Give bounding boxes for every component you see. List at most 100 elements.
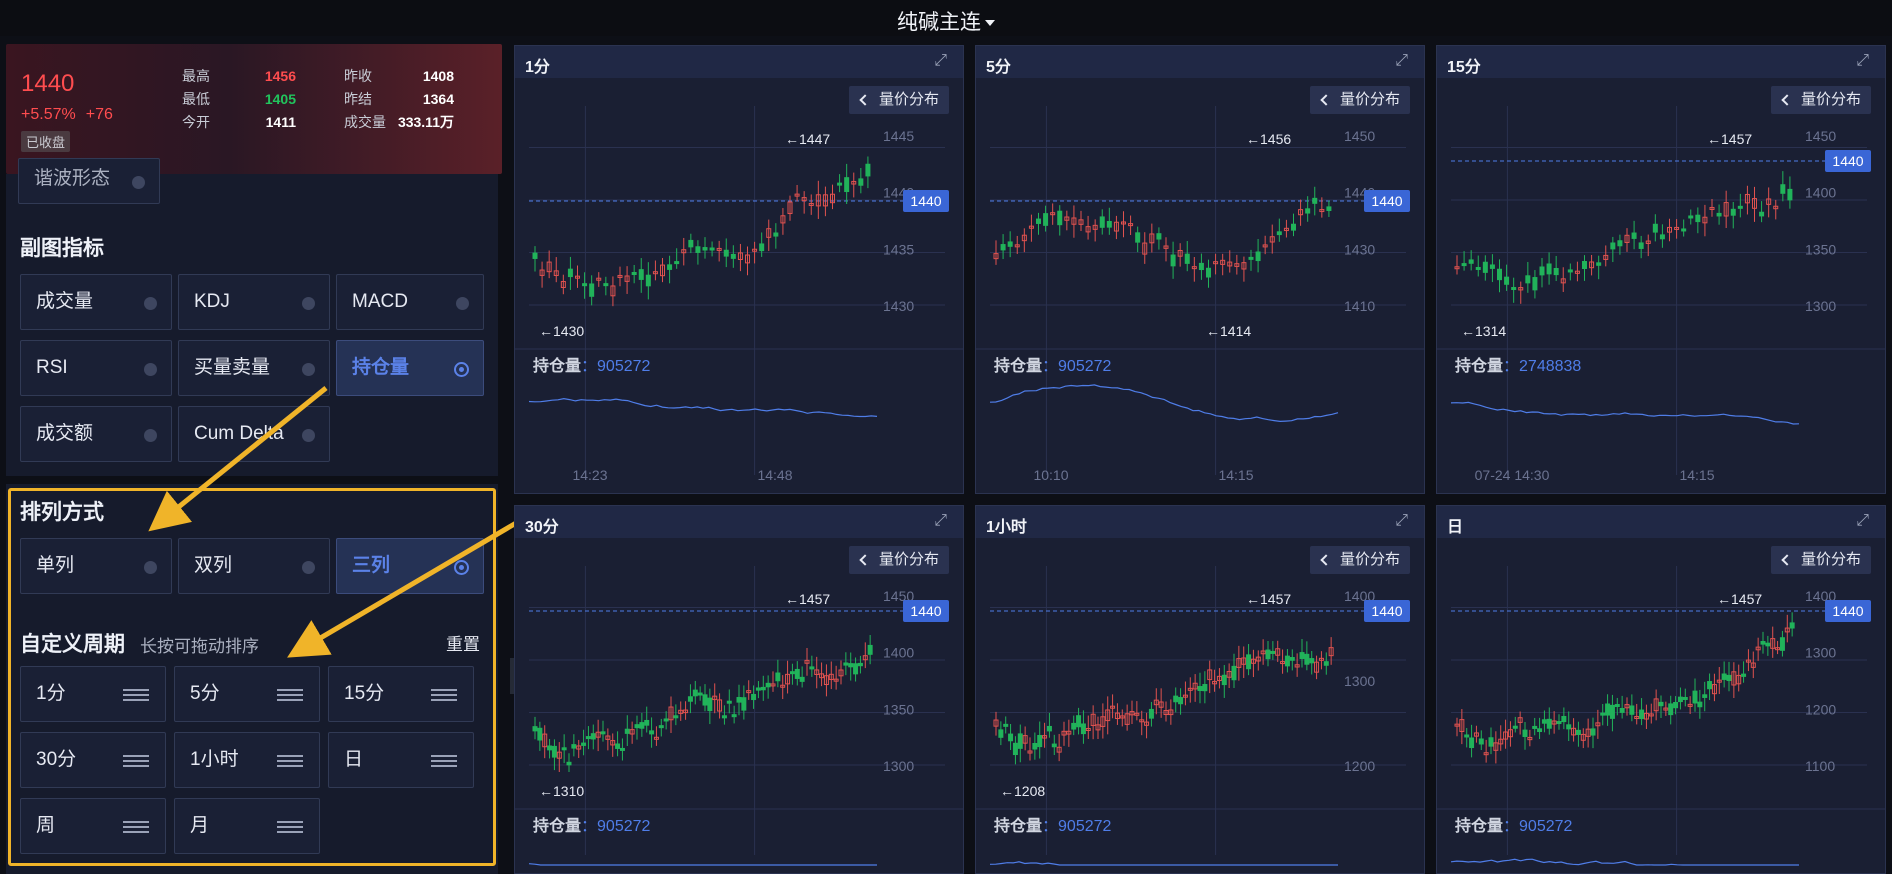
candle-body	[1202, 684, 1208, 692]
candle-body	[1099, 216, 1105, 228]
indicator-partial-item[interactable]: 谐波形态	[18, 158, 160, 204]
kline-chart-card[interactable]: 5分 ⤢ 量价分布 1450 1440 1430 1410 1440 ←1456 ←1414 10:…	[975, 45, 1425, 494]
candle-body	[808, 202, 814, 206]
period-item[interactable]: 周	[20, 798, 166, 854]
volume-profile-button[interactable]: 量价分布	[1770, 86, 1871, 114]
indicator-open-interest[interactable]: 持仓量	[336, 340, 484, 396]
candle-body	[1262, 244, 1268, 248]
volume-profile-button[interactable]: 量价分布	[1309, 86, 1410, 114]
drag-handle-icon[interactable]	[431, 689, 457, 701]
candle-body	[1503, 731, 1509, 740]
reset-button[interactable]: 重置	[446, 635, 480, 654]
candle-body	[575, 275, 580, 279]
indicator-turnover[interactable]: 成交额	[20, 406, 172, 462]
candle-body	[731, 714, 737, 718]
drag-handle-icon[interactable]	[277, 821, 303, 833]
candle-body	[862, 655, 868, 661]
indicator-buy-sell-volume[interactable]: 买量卖量	[178, 340, 330, 396]
drag-handle-icon[interactable]	[277, 689, 303, 701]
kline-chart-card[interactable]: 15分 ⤢ 量价分布 1450 1400 1350 1300 1440 ←1457 ←1314 07…	[1436, 45, 1886, 494]
volume-profile-button[interactable]: 量价分布	[1309, 546, 1410, 574]
candle-body	[1716, 212, 1722, 217]
expand-icon[interactable]: ⤢	[934, 52, 947, 69]
candle-body	[1080, 723, 1086, 735]
candle-body	[1207, 669, 1213, 681]
expand-icon[interactable]: ⤢	[1856, 52, 1869, 69]
candle-body	[1036, 218, 1041, 224]
radio-dot	[144, 363, 157, 376]
layout-double[interactable]: 双列	[178, 538, 330, 594]
period-item[interactable]: 5分	[174, 666, 320, 722]
drag-handle-icon[interactable]	[123, 689, 149, 701]
candle-body	[645, 274, 651, 287]
indicator-macd[interactable]: MACD	[336, 274, 484, 330]
expand-icon[interactable]: ⤢	[1395, 512, 1408, 529]
candle-body	[546, 261, 552, 273]
candle-body	[1032, 743, 1038, 750]
kline-chart-card[interactable]: 30分 ⤢ 量价分布 1450 1400 1350 1300 1440 ←1457 ←1310 持仓…	[514, 505, 964, 874]
layout-single[interactable]: 单列	[20, 538, 172, 594]
candle-body	[1280, 661, 1286, 665]
candle-body	[1736, 674, 1742, 685]
candle-body	[1153, 699, 1159, 706]
volume-profile-button[interactable]: 量价分布	[848, 546, 949, 574]
period-item[interactable]: 15分	[328, 666, 474, 722]
candle-body	[556, 751, 562, 759]
y-tick-label: 1300	[1805, 298, 1836, 314]
drag-handle-icon[interactable]	[123, 821, 149, 833]
candle-body	[652, 271, 658, 275]
candle-body	[1692, 690, 1698, 704]
symbol-selector[interactable]: 纯碱主连	[0, 6, 1892, 36]
candle-body	[814, 669, 820, 675]
period-item[interactable]: 30分	[20, 732, 166, 788]
candle-body	[1071, 722, 1077, 730]
candle-body	[1759, 211, 1765, 217]
expand-icon[interactable]: ⤢	[1856, 512, 1869, 529]
chart-header: 日 ⤢	[1437, 506, 1885, 538]
candle-body	[1454, 266, 1460, 270]
high-label: ←1447	[785, 131, 830, 147]
candle-body	[1283, 227, 1289, 232]
kline-chart-card[interactable]: 1小时⤢量价分布1400130012001440←1457←1208持仓量905…	[975, 505, 1425, 874]
price-tag-label: 1440	[1371, 193, 1402, 209]
candle-body	[1156, 233, 1162, 240]
chart-header: 30分 ⤢	[515, 506, 963, 538]
expand-icon[interactable]: ⤢	[1395, 52, 1408, 69]
drag-handle-icon[interactable]	[277, 755, 303, 767]
candle-body	[1105, 709, 1111, 722]
period-item[interactable]: 1分	[20, 666, 166, 722]
open-interest-line	[1450, 401, 1800, 425]
indicator-rsi[interactable]: RSI	[20, 340, 172, 396]
candle-body	[993, 253, 999, 260]
indicator-volume[interactable]: 成交量	[20, 274, 172, 330]
period-item[interactable]: 月	[174, 798, 320, 854]
kline-chart-card[interactable]: 1分 ⤢ 量价分布 1445 1440 1435 1430 1440 ←1447 ←1430 14:…	[514, 45, 964, 494]
candle-body	[560, 281, 566, 289]
candle-body	[765, 682, 771, 688]
volume-profile-button[interactable]: 量价分布	[1770, 546, 1871, 574]
chart-header: 5分 ⤢	[976, 46, 1424, 78]
indicator-kdj[interactable]: KDJ	[178, 274, 330, 330]
candle-body	[1469, 737, 1475, 749]
price-tag-label: 1440	[1832, 153, 1863, 169]
candle-body	[1504, 276, 1510, 285]
candle-body	[1532, 725, 1538, 729]
candle-body	[741, 697, 747, 711]
period-item[interactable]: 日	[328, 732, 474, 788]
y-tick-label: 1430	[1344, 241, 1375, 257]
candle-body	[1304, 653, 1310, 665]
candle-body	[1610, 242, 1616, 250]
stat-prev-close: 昨收 1408	[344, 68, 454, 84]
drag-handle-icon[interactable]	[123, 755, 149, 767]
candle-body	[1522, 729, 1528, 738]
candle-body	[1532, 277, 1538, 291]
candle-body	[1046, 725, 1052, 732]
expand-icon[interactable]: ⤢	[934, 512, 947, 529]
x-tick-label: 14:15	[1679, 467, 1714, 483]
candle-body	[1163, 710, 1169, 715]
period-item[interactable]: 1小时	[174, 732, 320, 788]
drag-handle-icon[interactable]	[431, 755, 457, 767]
volume-profile-button[interactable]: 量价分布	[848, 86, 949, 114]
candle-body	[773, 232, 779, 237]
